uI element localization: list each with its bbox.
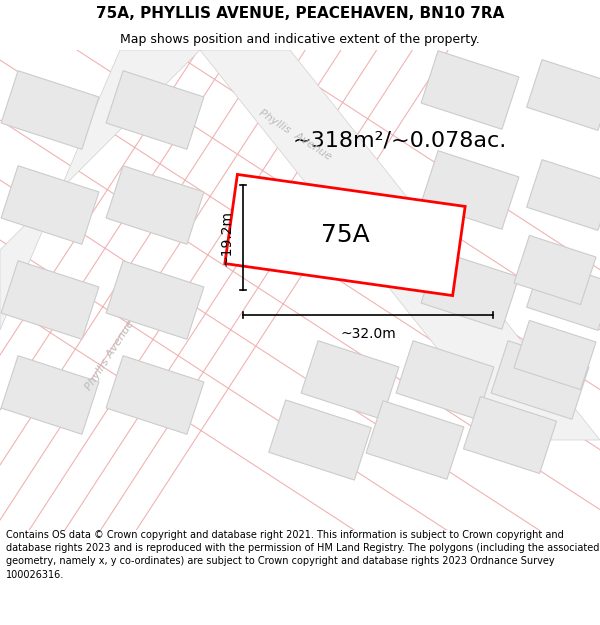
Text: Contains OS data © Crown copyright and database right 2021. This information is : Contains OS data © Crown copyright and d… [6, 530, 599, 579]
Polygon shape [106, 71, 204, 149]
Polygon shape [527, 159, 600, 231]
Polygon shape [396, 341, 494, 419]
Text: ~32.0m: ~32.0m [340, 327, 396, 341]
Text: 75A: 75A [320, 223, 370, 247]
Polygon shape [106, 356, 204, 434]
Polygon shape [514, 321, 596, 389]
Polygon shape [200, 50, 600, 440]
Text: Phyllis  Avenue: Phyllis Avenue [257, 107, 333, 162]
Text: Phyllis Avenue: Phyllis Avenue [84, 318, 136, 392]
Polygon shape [463, 396, 557, 474]
Polygon shape [269, 400, 371, 480]
Polygon shape [527, 59, 600, 131]
Polygon shape [1, 166, 99, 244]
Polygon shape [421, 151, 519, 229]
Polygon shape [491, 341, 589, 419]
Polygon shape [1, 261, 99, 339]
Text: Map shows position and indicative extent of the property.: Map shows position and indicative extent… [120, 32, 480, 46]
Polygon shape [1, 356, 99, 434]
Text: ~318m²/~0.078ac.: ~318m²/~0.078ac. [293, 130, 507, 150]
Text: 75A, PHYLLIS AVENUE, PEACEHAVEN, BN10 7RA: 75A, PHYLLIS AVENUE, PEACEHAVEN, BN10 7R… [96, 6, 504, 21]
Polygon shape [366, 401, 464, 479]
Text: ~19.2m: ~19.2m [220, 209, 234, 266]
Polygon shape [0, 50, 200, 330]
Polygon shape [106, 261, 204, 339]
Polygon shape [421, 51, 519, 129]
Polygon shape [421, 251, 519, 329]
Polygon shape [106, 166, 204, 244]
Polygon shape [1, 71, 99, 149]
Polygon shape [527, 259, 600, 331]
Polygon shape [514, 236, 596, 304]
Polygon shape [301, 341, 399, 419]
Polygon shape [225, 174, 465, 296]
